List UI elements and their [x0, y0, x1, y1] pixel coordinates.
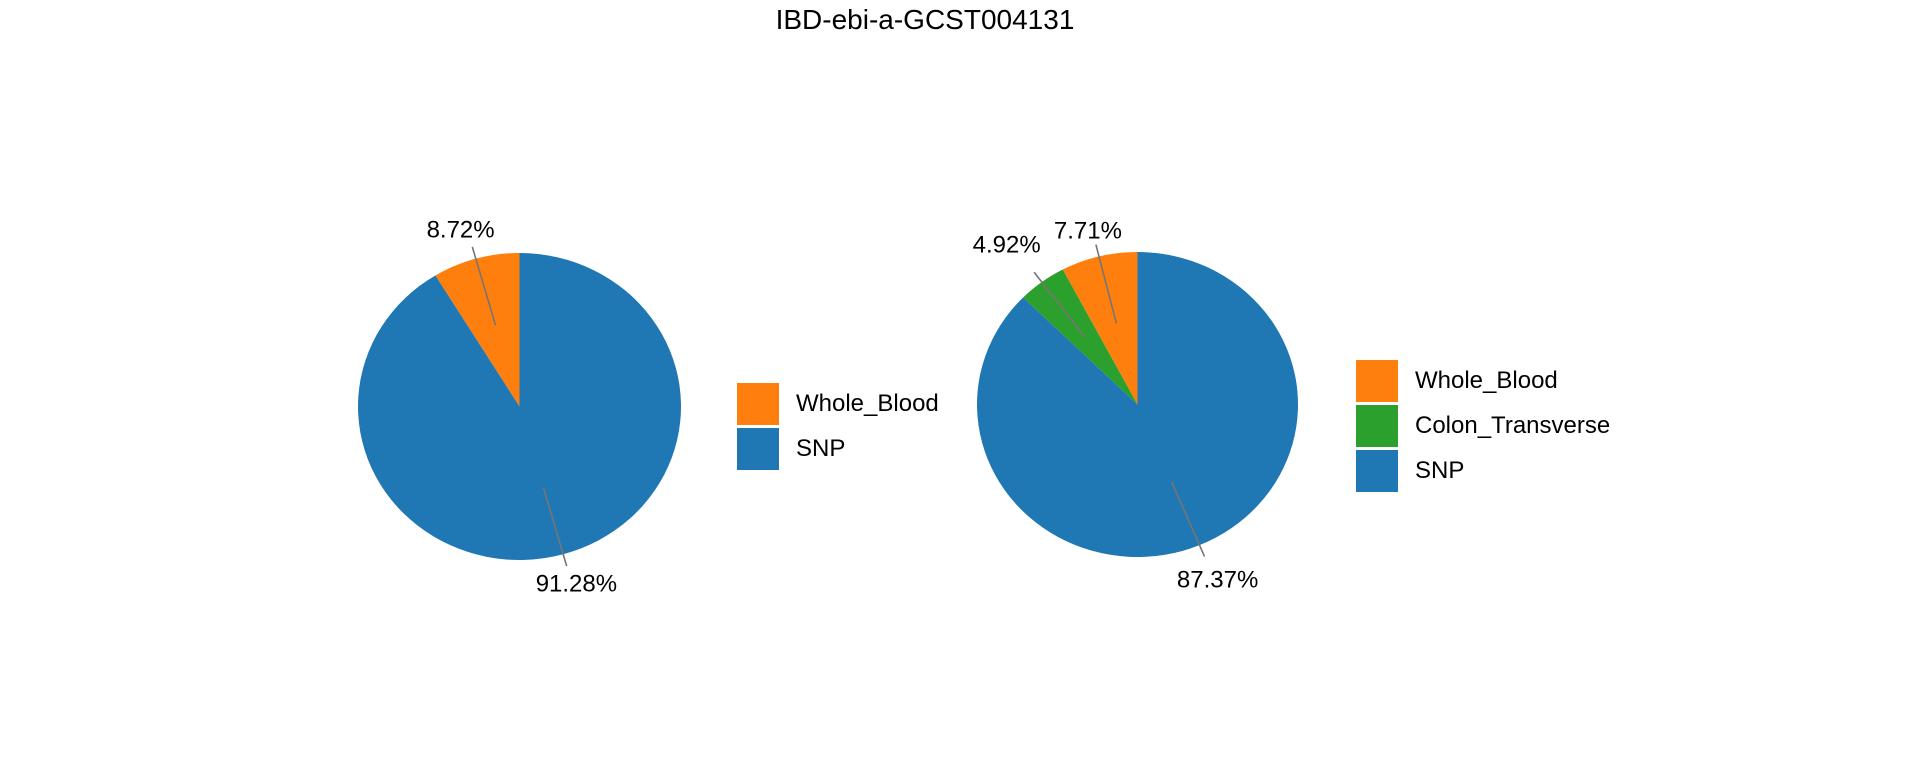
percent-label-snp: 91.28% [536, 570, 617, 597]
label-leader-line [471, 246, 497, 326]
legend-label: SNP [796, 435, 846, 462]
label-leader-line [1033, 271, 1086, 338]
legend-label: SNP [1415, 457, 1465, 484]
whole_blood-swatch [1356, 360, 1398, 402]
percent-label-whole_blood: 7.71% [1054, 217, 1122, 244]
pie-left-pie: 8.72% 91.28% [358, 217, 682, 597]
pie-slice-colon_transverse [1023, 269, 1138, 405]
legend-item-colon_transverse: Colon_Transverse [1356, 405, 1610, 447]
percent-label-colon_transverse: 4.92% [973, 231, 1041, 258]
chart-title: IBD-ebi-a-GCST004131 [775, 4, 1075, 35]
legend-item-snp: SNP [737, 428, 845, 470]
pie-slice-snp [977, 251, 1299, 557]
pie-right-pie: 7.71% 4.92% 87.37% [973, 217, 1299, 594]
snp-swatch [737, 428, 779, 470]
legend-label: Colon_Transverse [1415, 412, 1611, 439]
legend-item-snp: SNP [1356, 450, 1464, 492]
whole_blood-swatch [737, 383, 779, 425]
percent-label-snp: 87.37% [1177, 567, 1258, 594]
label-leader-line [1170, 481, 1206, 557]
percent-label-whole_blood: 8.72% [427, 217, 495, 244]
label-leader-line [542, 487, 568, 567]
label-leader-line [1095, 244, 1118, 324]
snp-swatch [1356, 450, 1398, 492]
pie-slice-snp [358, 252, 682, 560]
pie-slice-whole_blood [435, 253, 520, 407]
legend-label: Whole_Blood [796, 390, 939, 417]
colon_transverse-swatch [1356, 405, 1398, 447]
legend-item-whole_blood: Whole_Blood [737, 383, 939, 425]
legend-label: Whole_Blood [1415, 367, 1558, 394]
legend-item-whole_blood: Whole_Blood [1356, 360, 1558, 402]
pie-slice-whole_blood [1062, 252, 1138, 405]
